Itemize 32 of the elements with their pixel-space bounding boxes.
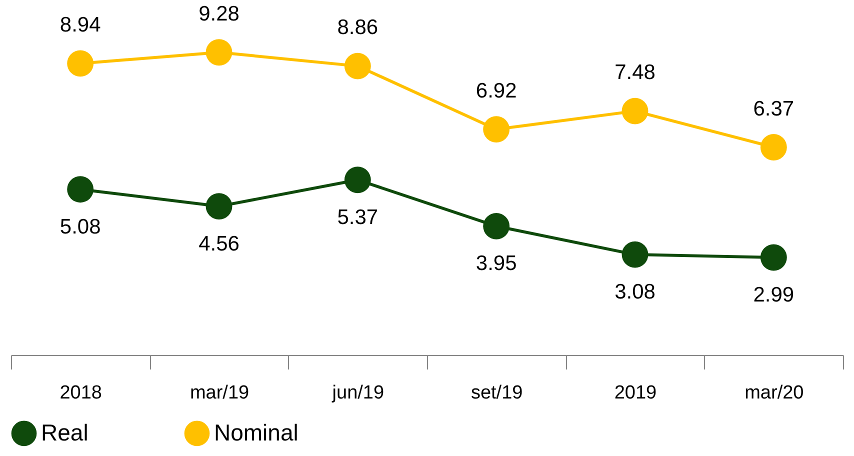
data-label: 6.92: [476, 79, 517, 102]
point: [622, 241, 648, 268]
legend-label: Nominal: [214, 419, 298, 446]
point: [344, 52, 371, 80]
data-label: 3.08: [614, 280, 656, 304]
x-tick-label: mar/20: [744, 382, 804, 404]
data-label: 3.95: [476, 252, 517, 276]
point: [483, 212, 510, 240]
point: [206, 39, 232, 66]
point: [483, 116, 510, 143]
x-tick-label: mar/19: [190, 382, 250, 404]
data-label: 8.86: [337, 16, 378, 40]
point: [622, 98, 648, 124]
data-label: 2.99: [753, 283, 794, 306]
point: [67, 176, 94, 203]
x-tick-label: 2019: [614, 382, 657, 404]
data-label: 9.28: [198, 2, 240, 26]
point: [760, 244, 787, 271]
x-tick-label: 2018: [60, 382, 102, 404]
x-tick-label: jun/19: [331, 382, 384, 404]
data-label: 4.56: [198, 232, 240, 256]
data-label: 6.37: [753, 97, 794, 120]
data-label: 5.37: [337, 206, 378, 229]
point: [67, 50, 94, 77]
point: [760, 134, 787, 160]
x-tick-label: set/19: [470, 382, 523, 404]
legend-label: Real: [41, 419, 88, 446]
data-label: 7.48: [614, 61, 656, 84]
point: [344, 166, 371, 194]
data-label: 8.94: [60, 13, 102, 36]
data-label: 5.08: [60, 215, 101, 238]
point: [206, 193, 232, 220]
